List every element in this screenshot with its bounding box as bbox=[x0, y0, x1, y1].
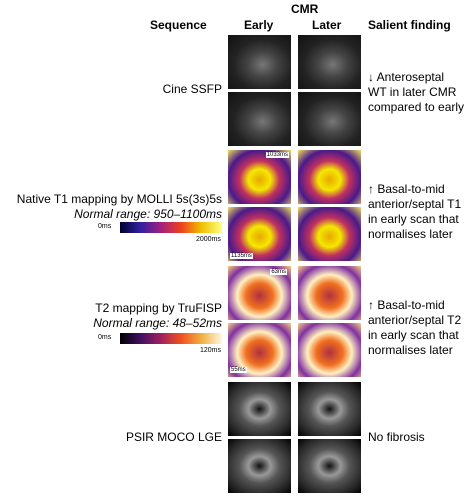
mri-image bbox=[228, 382, 291, 436]
mri-image bbox=[228, 439, 291, 493]
image-label: 1033ms bbox=[265, 152, 289, 158]
text-line: ↓ Anteroseptal bbox=[368, 70, 445, 84]
mri-image: 55ms bbox=[228, 323, 291, 377]
mri-image bbox=[228, 35, 291, 89]
text-line: anterior/septal T2 bbox=[368, 313, 462, 327]
text-line: normalises later bbox=[368, 227, 453, 241]
scale-min: 0ms bbox=[98, 334, 112, 341]
normal-range: Normal range: 950–1100ms bbox=[74, 207, 222, 221]
mri-image: 1033ms bbox=[228, 150, 291, 204]
col-header: Salient finding bbox=[368, 18, 451, 32]
mri-image bbox=[298, 35, 361, 89]
normal-range: Normal range: 48–52ms bbox=[93, 316, 222, 330]
sequence-label: Cine SSFP bbox=[0, 82, 222, 97]
image-label: 63ms bbox=[270, 269, 287, 275]
mri-image bbox=[298, 439, 361, 493]
image-label: 1135ms bbox=[230, 253, 253, 259]
text-line: No fibrosis bbox=[368, 430, 425, 444]
text-line: Cine SSFP bbox=[162, 82, 222, 96]
finding: ↑ Basal-to-mid anterior/septal T2 in early… bbox=[368, 298, 461, 358]
col-header: Later bbox=[312, 18, 342, 32]
mri-image: 63ms bbox=[228, 266, 291, 320]
text-line: in early scan that bbox=[368, 212, 459, 226]
mri-image bbox=[298, 382, 361, 436]
finding: ↓ Anteroseptal WT in later CMR compared to… bbox=[368, 70, 464, 115]
text-line: ↑ Basal-to-mid bbox=[368, 182, 445, 196]
image-label: 55ms bbox=[230, 367, 247, 373]
text-line: ↑ Basal-to-mid bbox=[368, 298, 445, 312]
scale-max: 120ms bbox=[200, 347, 222, 354]
mri-image bbox=[298, 266, 361, 320]
text-line: PSIR MOCO LGE bbox=[125, 430, 222, 444]
scale-min: 0ms bbox=[98, 223, 112, 230]
mri-image bbox=[298, 207, 361, 261]
text-line: Native T1 mapping by MOLLI 5s(3s)5s bbox=[16, 192, 222, 206]
finding: No fibrosis bbox=[368, 430, 425, 445]
mri-image bbox=[298, 150, 361, 204]
text-line: in early scan that bbox=[368, 328, 459, 342]
mri-image bbox=[298, 323, 361, 377]
mri-image bbox=[298, 92, 361, 146]
text-line: compared to early bbox=[368, 100, 465, 114]
colorbar bbox=[120, 222, 222, 233]
col-header: Early bbox=[244, 18, 274, 32]
sequence-label: PSIR MOCO LGE bbox=[0, 430, 222, 445]
sequence-label: T2 mapping by TruFISP bbox=[0, 301, 222, 316]
mri-image: 1135ms bbox=[228, 207, 291, 261]
col-header: Sequence bbox=[150, 18, 207, 32]
text-line: anterior/septal T1 bbox=[368, 197, 462, 211]
text-line: normalises later bbox=[368, 343, 453, 357]
colorbar bbox=[120, 333, 222, 344]
finding: ↑ Basal-to-mid anterior/septal T1 in early… bbox=[368, 182, 461, 242]
sequence-label: Native T1 mapping by MOLLI 5s(3s)5s bbox=[0, 192, 222, 207]
text-line: WT in later CMR bbox=[368, 85, 457, 99]
group-header: CMR bbox=[291, 2, 319, 16]
mri-image bbox=[228, 92, 291, 146]
scale-max: 2000ms bbox=[196, 236, 221, 243]
text-line: T2 mapping by TruFISP bbox=[95, 301, 222, 315]
